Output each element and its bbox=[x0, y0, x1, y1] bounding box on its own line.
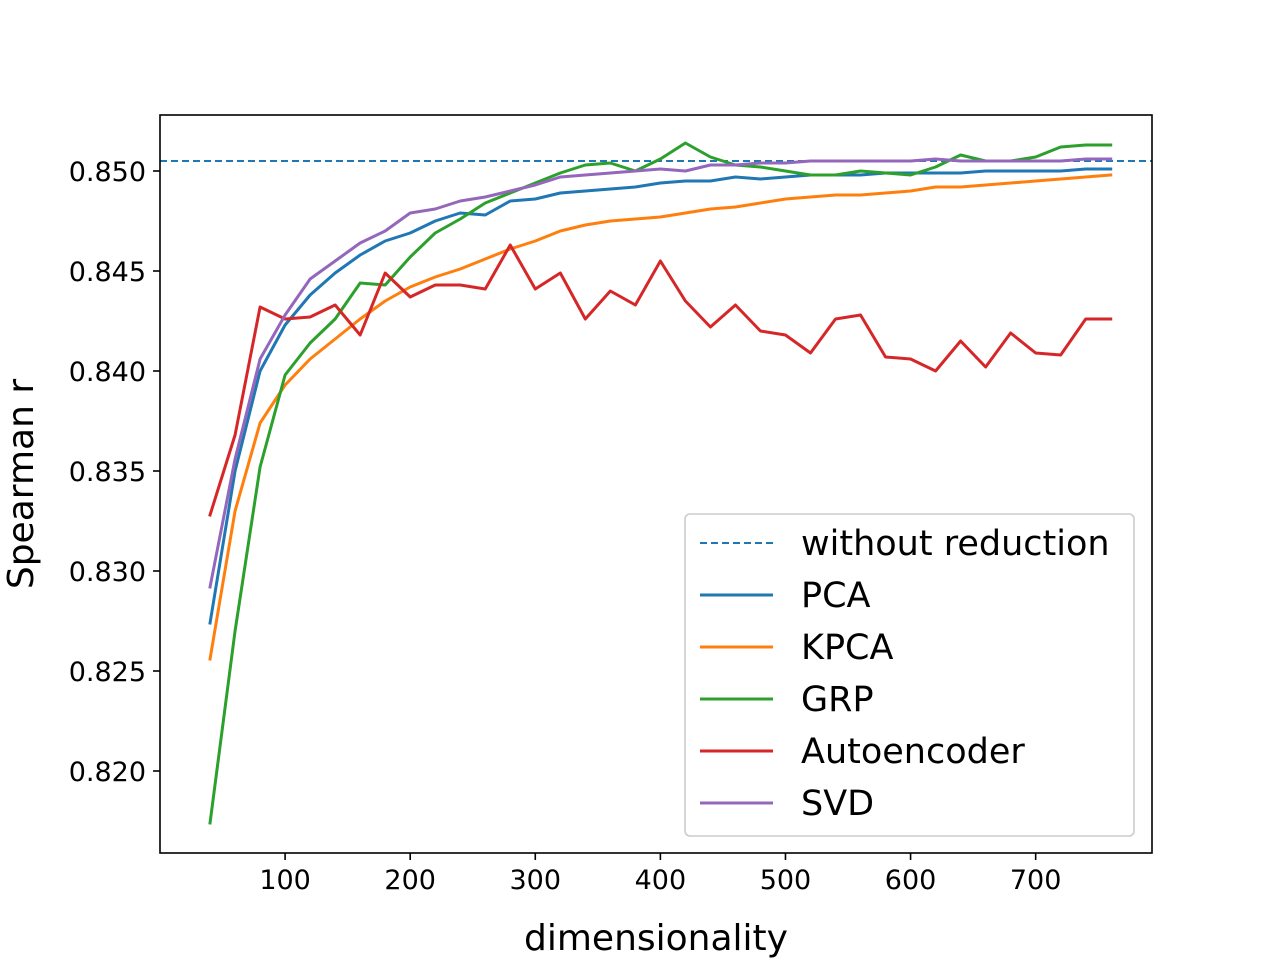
series-line-pca bbox=[208, 167, 1113, 625]
legend-entry-svd: SVD bbox=[700, 784, 874, 824]
legend-label: GRP bbox=[801, 680, 874, 720]
y-tick-label: 0.840 bbox=[69, 357, 146, 388]
x-tick-label: 700 bbox=[1010, 865, 1062, 896]
x-axis-label: dimensionality bbox=[524, 918, 788, 959]
x-tick-label: 600 bbox=[885, 865, 937, 896]
y-tick-label: 0.830 bbox=[69, 557, 146, 588]
plot-area bbox=[160, 141, 1152, 825]
series-line-autoencoder bbox=[208, 243, 1113, 517]
legend-box bbox=[684, 513, 1135, 837]
legend-entry-without-reduction: without reduction bbox=[700, 524, 1110, 564]
series-line-grp bbox=[208, 141, 1113, 825]
legend-label: KPCA bbox=[801, 628, 893, 668]
x-tick-label: 400 bbox=[635, 865, 687, 896]
y-tick-label: 0.845 bbox=[69, 257, 146, 288]
legend-entry-pca: PCA bbox=[700, 576, 871, 616]
axes: 100 200 300 400 500 600 700 0.820 0.825 0.830 0.83… bbox=[1, 114, 1153, 959]
legend: without reduction PCA KPCA GRP Autoencoder SV… bbox=[684, 513, 1135, 837]
legend-label: Autoencoder bbox=[801, 732, 1025, 772]
series-line-svd bbox=[208, 157, 1113, 589]
y-tick-label: 0.820 bbox=[69, 757, 146, 788]
legend-label: without reduction bbox=[801, 524, 1110, 564]
y-tick-label: 0.835 bbox=[69, 457, 146, 488]
plot-frame bbox=[159, 114, 1153, 854]
legend-entry-kpca: KPCA bbox=[700, 628, 893, 668]
legend-label: PCA bbox=[801, 576, 871, 616]
x-tick-label: 200 bbox=[384, 865, 436, 896]
legend-entry-autoencoder: Autoencoder bbox=[700, 732, 1025, 772]
y-tick-label: 0.850 bbox=[69, 157, 146, 188]
x-tick-label: 300 bbox=[510, 865, 562, 896]
y-axis-label: Spearman r bbox=[1, 379, 42, 589]
legend-label: SVD bbox=[801, 784, 874, 824]
x-tick-label: 500 bbox=[760, 865, 812, 896]
series-line-kpca bbox=[208, 173, 1113, 661]
y-tick-label: 0.825 bbox=[69, 657, 146, 688]
legend-entry-grp: GRP bbox=[700, 680, 874, 720]
x-tick-label: 100 bbox=[259, 865, 311, 896]
